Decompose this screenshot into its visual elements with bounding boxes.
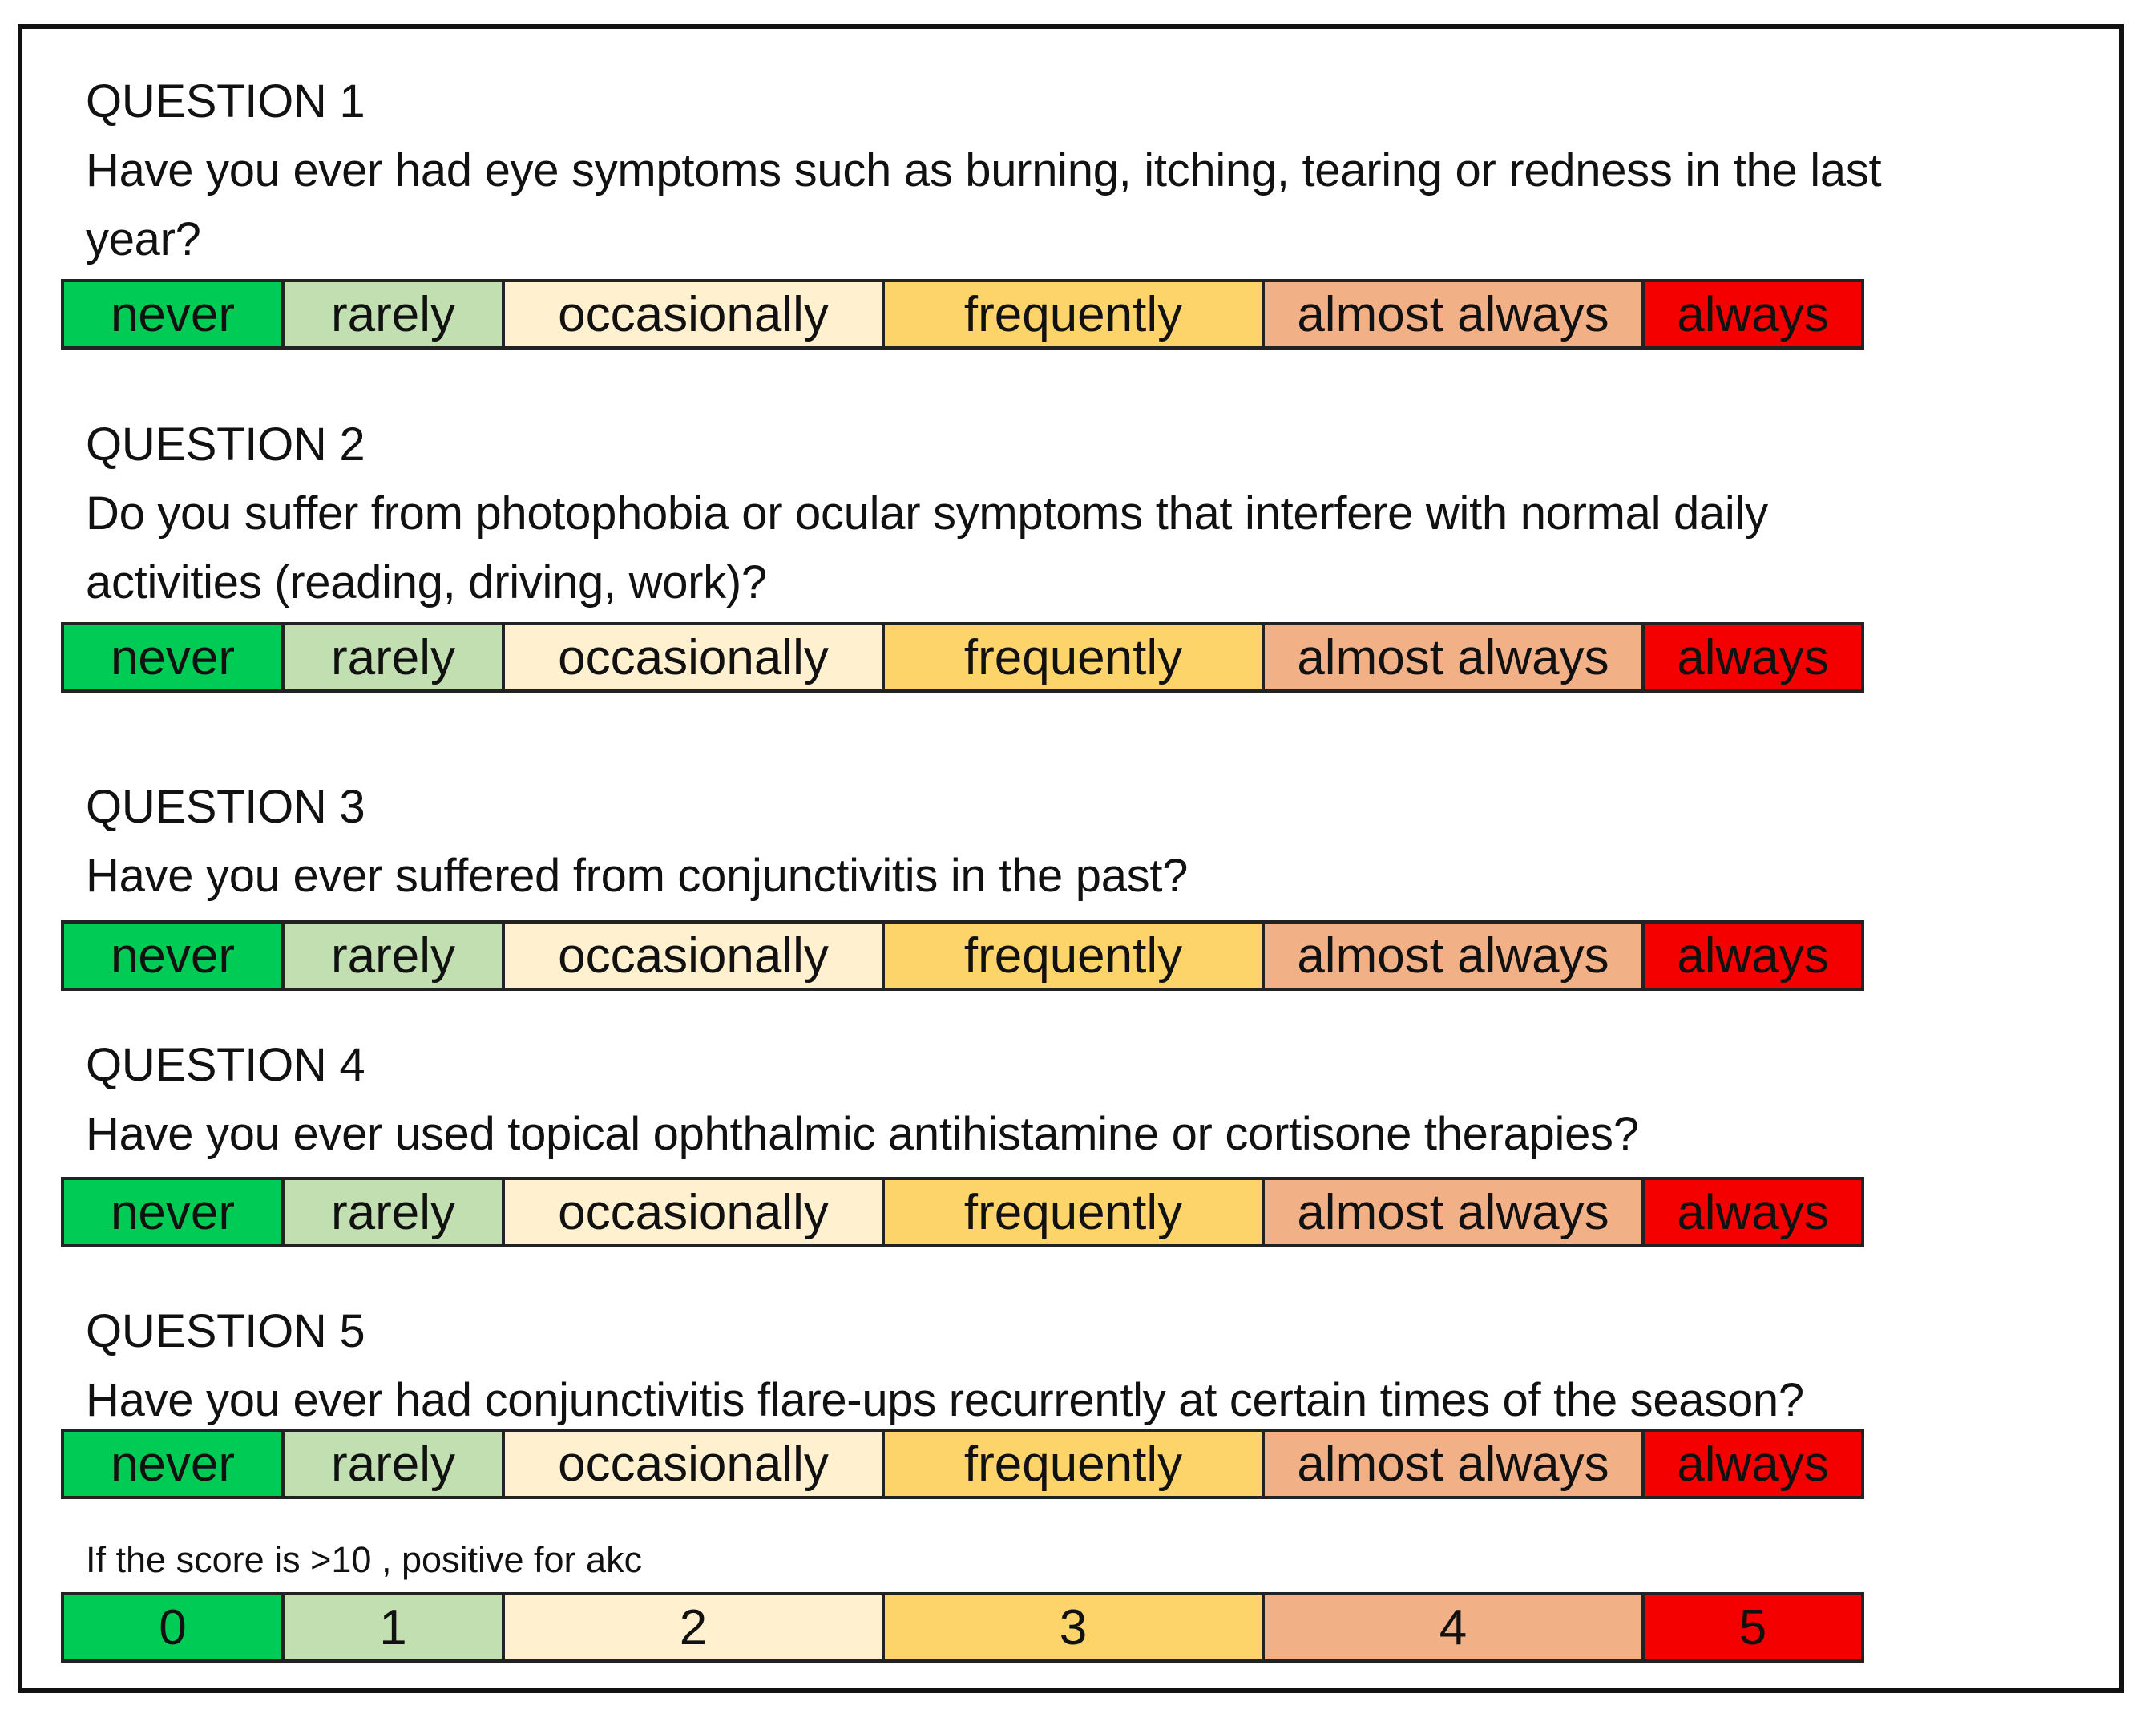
answer-option-always[interactable]: always [1645, 924, 1861, 988]
answer-option-always[interactable]: always [1645, 1180, 1861, 1244]
answer-option-never[interactable]: never [64, 1180, 285, 1244]
answer-option-rarely[interactable]: rarely [285, 282, 505, 346]
answer-option-never[interactable]: never [64, 625, 285, 689]
score-value: 2 [505, 1595, 885, 1659]
answer-option-occasionally[interactable]: occasionally [505, 1180, 885, 1244]
answer-option-rarely[interactable]: rarely [285, 924, 505, 988]
answer-option-frequently[interactable]: frequently [885, 282, 1265, 346]
answer-option-never[interactable]: never [64, 1432, 285, 1496]
answer-option-never[interactable]: never [64, 282, 285, 346]
answer-option-frequently[interactable]: frequently [885, 625, 1265, 689]
question-2-answer-scale: never rarely occasionally frequently alm… [61, 622, 1864, 693]
question-4-answer-scale: never rarely occasionally frequently alm… [61, 1177, 1864, 1247]
question-3-title: QUESTION 3 [86, 781, 365, 833]
answer-option-almost-always[interactable]: almost always [1265, 924, 1645, 988]
answer-option-always[interactable]: always [1645, 282, 1861, 346]
question-3-text-line-1: Have you ever suffered from conjunctivit… [86, 850, 1189, 902]
answer-option-rarely[interactable]: rarely [285, 1180, 505, 1244]
question-3-answer-scale: never rarely occasionally frequently alm… [61, 920, 1864, 991]
question-2-text-line-2: activities (reading, driving, work)? [86, 556, 767, 608]
answer-option-always[interactable]: always [1645, 1432, 1861, 1496]
question-2-title: QUESTION 2 [86, 418, 365, 471]
answer-option-almost-always[interactable]: almost always [1265, 1432, 1645, 1496]
answer-option-frequently[interactable]: frequently [885, 924, 1265, 988]
answer-option-occasionally[interactable]: occasionally [505, 625, 885, 689]
answer-option-occasionally[interactable]: occasionally [505, 924, 885, 988]
question-1-text-line-2: year? [86, 213, 201, 265]
question-5-answer-scale: never rarely occasionally frequently alm… [61, 1429, 1864, 1499]
answer-option-almost-always[interactable]: almost always [1265, 625, 1645, 689]
answer-option-almost-always[interactable]: almost always [1265, 1180, 1645, 1244]
score-scale: 0 1 2 3 4 5 [61, 1592, 1864, 1663]
question-4-text-line-1: Have you ever used topical ophthalmic an… [86, 1108, 1639, 1160]
question-1-answer-scale: never rarely occasionally frequently alm… [61, 279, 1864, 350]
questionnaire-frame: QUESTION 1 Have you ever had eye symptom… [18, 24, 2124, 1693]
question-2-text-line-1: Do you suffer from photophobia or ocular… [86, 487, 1768, 540]
question-1-text-line-1: Have you ever had eye symptoms such as b… [86, 144, 1882, 196]
answer-option-always[interactable]: always [1645, 625, 1861, 689]
answer-option-frequently[interactable]: frequently [885, 1180, 1265, 1244]
question-4-title: QUESTION 4 [86, 1039, 365, 1091]
question-5-title: QUESTION 5 [86, 1305, 365, 1357]
score-value: 0 [64, 1595, 285, 1659]
answer-option-occasionally[interactable]: occasionally [505, 282, 885, 346]
score-value: 3 [885, 1595, 1265, 1659]
question-5-text-line-1: Have you ever had conjunctivitis flare-u… [86, 1374, 1804, 1426]
answer-option-rarely[interactable]: rarely [285, 625, 505, 689]
score-value: 4 [1265, 1595, 1645, 1659]
answer-option-almost-always[interactable]: almost always [1265, 282, 1645, 346]
score-threshold-note: If the score is >10 , positive for akc [86, 1539, 643, 1580]
answer-option-frequently[interactable]: frequently [885, 1432, 1265, 1496]
answer-option-rarely[interactable]: rarely [285, 1432, 505, 1496]
answer-option-occasionally[interactable]: occasionally [505, 1432, 885, 1496]
score-value: 1 [285, 1595, 505, 1659]
answer-option-never[interactable]: never [64, 924, 285, 988]
score-value: 5 [1645, 1595, 1861, 1659]
question-1-title: QUESTION 1 [86, 75, 365, 127]
